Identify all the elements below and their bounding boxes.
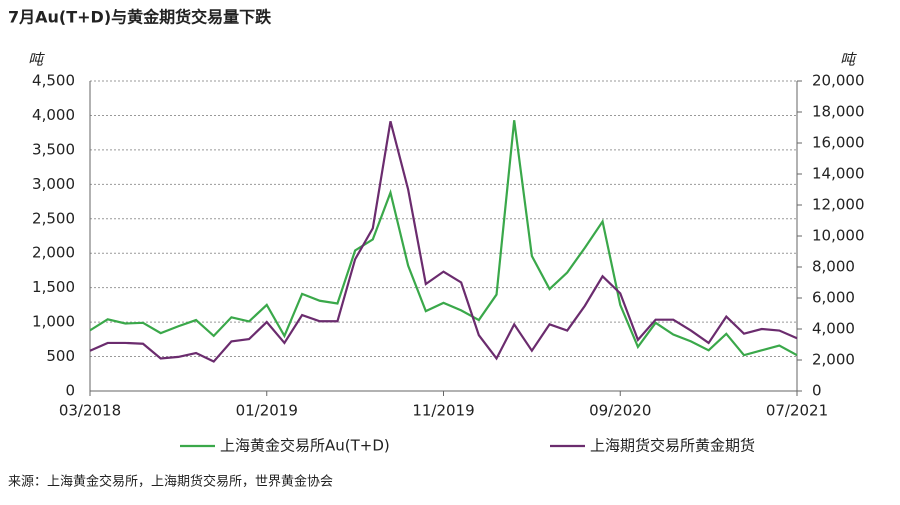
x-tick-label: 03/2018 [59, 402, 121, 420]
y2-axis-label: 吨 [840, 51, 857, 69]
y2-tick-label: 18,000 [812, 103, 865, 121]
source-note: 来源：上海黄金交易所，上海期货交易所，世界黄金协会 [8, 474, 333, 490]
y-tick-label: 3,000 [32, 175, 75, 193]
chart-title: 7月Au(T+D)与黄金期货交易量下跌 [8, 8, 272, 27]
x-tick-label: 07/2021 [766, 402, 828, 420]
y-tick-label: 4,500 [32, 72, 75, 90]
y-tick-label: 0 [65, 382, 75, 400]
y2-tick-label: 2,000 [812, 351, 855, 369]
y2-tick-label: 12,000 [812, 196, 865, 214]
y-axis-label: 吨 [28, 51, 45, 69]
y2-tick-label: 0 [812, 382, 822, 400]
legend-label: 上海黄金交易所Au(T+D) [220, 437, 390, 455]
y-tick-label: 2,500 [32, 209, 75, 227]
series-line [89, 120, 798, 357]
x-tick-label: 11/2019 [412, 402, 474, 420]
y2-tick-label: 20,000 [812, 72, 865, 90]
y2-tick-label: 8,000 [812, 258, 855, 276]
x-tick-label: 09/2020 [589, 402, 651, 420]
y-tick-label: 1,500 [32, 278, 75, 296]
y-tick-label: 500 [46, 347, 75, 365]
y2-tick-label: 4,000 [812, 320, 855, 338]
y-tick-label: 4,000 [32, 106, 75, 124]
y-tick-label: 3,500 [32, 140, 75, 158]
legend-label: 上海期货交易所黄金期货 [590, 437, 755, 455]
y2-tick-label: 16,000 [812, 134, 865, 152]
series-line [89, 121, 798, 363]
y2-tick-label: 14,000 [812, 165, 865, 183]
y-tick-label: 1,000 [32, 313, 75, 331]
x-tick-label: 01/2019 [236, 402, 298, 420]
y-tick-label: 2,000 [32, 244, 75, 262]
y2-tick-label: 10,000 [812, 227, 865, 245]
y2-tick-label: 6,000 [812, 289, 855, 307]
